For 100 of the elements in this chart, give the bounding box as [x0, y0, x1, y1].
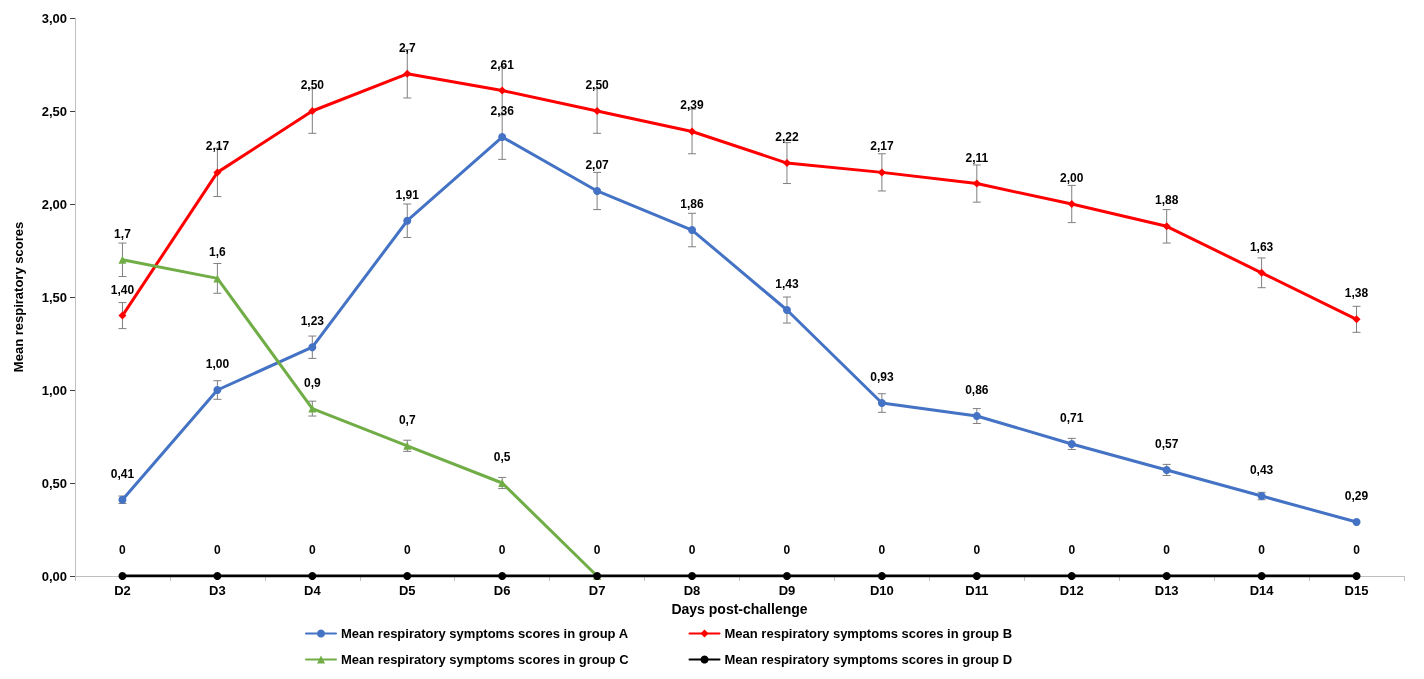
legend-label: Mean respiratory symptoms scores in group A	[341, 626, 629, 641]
data-label: 0	[878, 543, 886, 557]
point	[877, 399, 886, 408]
data-label: 2,7	[398, 40, 416, 55]
point	[1352, 518, 1361, 527]
data-label: 1,86	[680, 197, 705, 212]
point	[1257, 268, 1266, 277]
data-label: 1,6	[209, 245, 227, 260]
data-label: 0	[593, 543, 601, 557]
x-tick-label: D2	[114, 583, 131, 598]
data-label: 0,5	[493, 450, 511, 464]
data-label: 0	[688, 543, 696, 557]
point	[498, 86, 507, 95]
x-tick-label: D5	[398, 583, 416, 598]
y-tick-label: 2,50	[41, 103, 67, 119]
data-label: 2,22	[775, 130, 799, 145]
data-label: 0	[1068, 543, 1076, 557]
data-label: 0,29	[1344, 489, 1369, 504]
data-label: 2,61	[490, 57, 515, 72]
x-tick-label: D14	[1249, 583, 1275, 598]
point	[877, 168, 886, 177]
data-label: 0	[119, 543, 127, 557]
point	[782, 306, 791, 315]
data-label: 0,9	[303, 375, 321, 390]
point	[118, 311, 127, 320]
point	[1352, 572, 1361, 580]
x-tick-label: D9	[778, 583, 796, 598]
point	[688, 127, 697, 136]
data-label: 1,88	[1155, 193, 1179, 208]
point	[1162, 222, 1171, 231]
point	[213, 572, 222, 580]
point	[498, 133, 507, 142]
data-label: 0	[308, 543, 316, 557]
data-label: 1,43	[775, 277, 799, 292]
point	[118, 255, 127, 264]
data-label: 0,41	[110, 466, 135, 481]
data-label: 2,17	[870, 139, 894, 154]
point	[118, 572, 127, 580]
legend-label: Mean respiratory symptoms scores in group D	[724, 652, 1013, 667]
data-label: 0,93	[870, 370, 894, 385]
data-label: 2,36	[490, 104, 515, 119]
data-label: 2,07	[585, 157, 610, 172]
x-tick-label: D6	[493, 583, 511, 598]
data-label: 2,50	[585, 78, 610, 92]
point	[1352, 315, 1361, 324]
data-label: 1,7	[114, 226, 132, 241]
point	[972, 572, 981, 580]
y-tick-label: 1,00	[41, 382, 67, 398]
data-label: 1,00	[205, 357, 230, 371]
data-label: 0,86	[965, 383, 989, 398]
point	[308, 404, 317, 413]
point	[308, 572, 317, 580]
point	[972, 179, 981, 188]
data-label: 2,39	[680, 98, 705, 113]
x-tick-label: D12	[1059, 583, 1084, 598]
x-tick-label: D7	[588, 583, 606, 598]
point	[972, 412, 981, 421]
point	[593, 107, 602, 115]
point	[782, 159, 791, 168]
x-tick-label: D11	[965, 583, 989, 598]
data-label: 2,17	[205, 139, 230, 154]
y-axis-title: Mean respiratory scores	[11, 221, 26, 373]
data-label: 0	[498, 543, 506, 557]
y-tick-label: 3,00	[41, 10, 67, 26]
y-tick-label: 0,50	[41, 475, 67, 491]
point	[688, 226, 697, 235]
y-tick-label: 1,50	[41, 289, 67, 305]
data-label: 0	[1353, 543, 1361, 557]
x-tick-label: D3	[209, 583, 226, 598]
data-label: 2,11	[965, 150, 989, 165]
point	[403, 216, 412, 225]
data-label: 0,43	[1249, 463, 1274, 478]
data-label: 2,00	[1060, 171, 1084, 185]
point	[1067, 200, 1076, 208]
point	[213, 168, 222, 177]
point	[403, 572, 412, 580]
data-label: 1,38	[1344, 286, 1369, 301]
point	[213, 386, 222, 394]
data-label: 1,23	[300, 314, 325, 329]
point	[403, 69, 412, 78]
legend-label: Mean respiratory symptoms scores in group C	[341, 652, 630, 667]
data-label: 0	[783, 543, 791, 557]
data-label: 2,50	[300, 78, 325, 92]
y-tick-label: 2,00	[41, 196, 67, 212]
point	[877, 572, 886, 580]
point	[782, 572, 791, 580]
point	[1257, 572, 1266, 580]
x-tick-label: D10	[869, 583, 894, 598]
data-label: 0	[1258, 543, 1266, 557]
data-label: 1,91	[395, 187, 420, 202]
point	[498, 572, 507, 580]
x-tick-label: D8	[683, 583, 701, 598]
point	[1067, 572, 1076, 580]
point	[308, 343, 317, 352]
data-label: 0	[214, 543, 222, 557]
x-axis-title: Days post-challenge	[671, 601, 808, 617]
data-label: 0	[973, 543, 981, 557]
data-label: 0,7	[398, 412, 416, 427]
data-label: 0,71	[1060, 410, 1084, 425]
point	[308, 107, 317, 115]
